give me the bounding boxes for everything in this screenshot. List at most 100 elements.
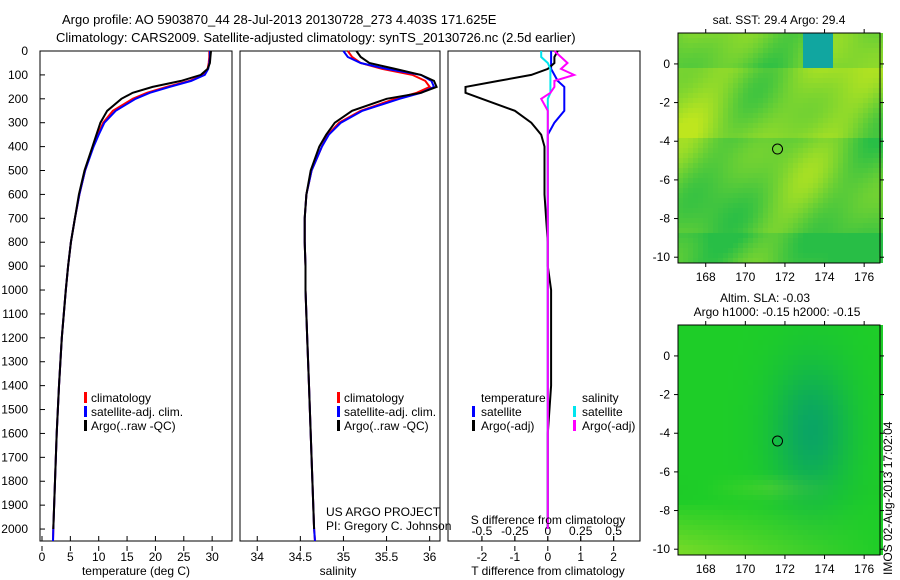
map-cell <box>753 435 758 440</box>
map-cell <box>873 325 878 330</box>
map-cell <box>733 365 738 370</box>
map-cell <box>818 450 823 455</box>
map-cell <box>763 193 768 198</box>
map-cell <box>708 475 713 480</box>
map-cell <box>703 500 708 505</box>
map-cell <box>863 208 868 213</box>
map-cell <box>813 233 818 238</box>
map-cell <box>753 365 758 370</box>
map-cell <box>853 330 858 335</box>
map-cell <box>798 78 803 83</box>
map-cell <box>833 455 838 460</box>
map-cell <box>678 93 683 98</box>
map-cell <box>818 520 823 525</box>
map-cell <box>753 390 758 395</box>
map-cell <box>868 143 873 148</box>
map-cell <box>758 325 763 330</box>
map-cell <box>723 450 728 455</box>
map-cell <box>698 208 703 213</box>
map-cell <box>743 218 748 223</box>
map-cell <box>873 345 878 350</box>
map-cell <box>813 475 818 480</box>
map-cell <box>773 73 778 78</box>
map-cell <box>753 243 758 248</box>
map-cell <box>778 495 783 500</box>
map-cell <box>723 380 728 385</box>
map-cell <box>678 98 683 103</box>
map-cell <box>788 83 793 88</box>
map-cell <box>768 73 773 78</box>
series-line-climatology <box>52 51 211 542</box>
map-cell <box>683 43 688 48</box>
map-cell <box>678 375 683 380</box>
map-cell <box>773 233 778 238</box>
map-cell <box>818 73 823 78</box>
map-cell <box>813 515 818 520</box>
map-cell <box>758 430 763 435</box>
map-cell <box>798 385 803 390</box>
map-cell <box>738 335 743 340</box>
map-cell <box>853 233 858 238</box>
map-cell <box>738 330 743 335</box>
map-cell <box>783 113 788 118</box>
y-tick-label: 800 <box>8 235 28 249</box>
y-tick-label: 200 <box>8 92 28 106</box>
map-cell <box>803 183 808 188</box>
map-cell <box>818 550 823 555</box>
map-cell <box>703 390 708 395</box>
map-cell <box>823 198 828 203</box>
map-cell <box>718 375 723 380</box>
map-cell <box>833 495 838 500</box>
map-cell <box>718 465 723 470</box>
sst-map-title: sat. SST: 29.4 Argo: 29.4 <box>713 13 846 27</box>
map-cell <box>813 148 818 153</box>
map-cell <box>713 73 718 78</box>
map-cell <box>848 495 853 500</box>
map-cell <box>778 88 783 93</box>
map-cell <box>703 435 708 440</box>
map-cell <box>783 193 788 198</box>
map-cell <box>688 340 693 345</box>
map-cell <box>723 420 728 425</box>
map-cell <box>703 355 708 360</box>
map-cell <box>803 193 808 198</box>
map-cell <box>818 400 823 405</box>
map-cell <box>803 325 808 330</box>
map-cell <box>718 530 723 535</box>
map-cell <box>718 370 723 375</box>
map-cell <box>758 168 763 173</box>
map-cell <box>738 380 743 385</box>
map-cell <box>778 365 783 370</box>
map-cell <box>783 143 788 148</box>
map-cell <box>828 495 833 500</box>
x-tick-label: 35.5 <box>375 550 399 564</box>
map-cell <box>768 133 773 138</box>
map-cell <box>783 450 788 455</box>
map-cell <box>803 248 808 253</box>
map-cell <box>813 108 818 113</box>
map-cell <box>718 450 723 455</box>
map-cell <box>698 243 703 248</box>
map-cell <box>803 350 808 355</box>
map-cell <box>718 520 723 525</box>
map-cell <box>863 68 868 73</box>
map-cell <box>843 118 848 123</box>
map-cell <box>743 355 748 360</box>
map-cell <box>833 390 838 395</box>
map-cell <box>688 385 693 390</box>
map-cell <box>793 460 798 465</box>
map-cell <box>808 88 813 93</box>
map-cell <box>858 48 863 53</box>
map-cell <box>828 188 833 193</box>
map-cell <box>718 168 723 173</box>
map-cell <box>748 425 753 430</box>
map-cell <box>823 525 828 530</box>
map-cell <box>843 33 848 38</box>
map-cell <box>768 88 773 93</box>
map-cell <box>848 48 853 53</box>
map-cell <box>703 193 708 198</box>
map-cell <box>873 58 878 63</box>
map-cell <box>703 58 708 63</box>
map-cell <box>693 405 698 410</box>
map-cell <box>683 258 688 263</box>
